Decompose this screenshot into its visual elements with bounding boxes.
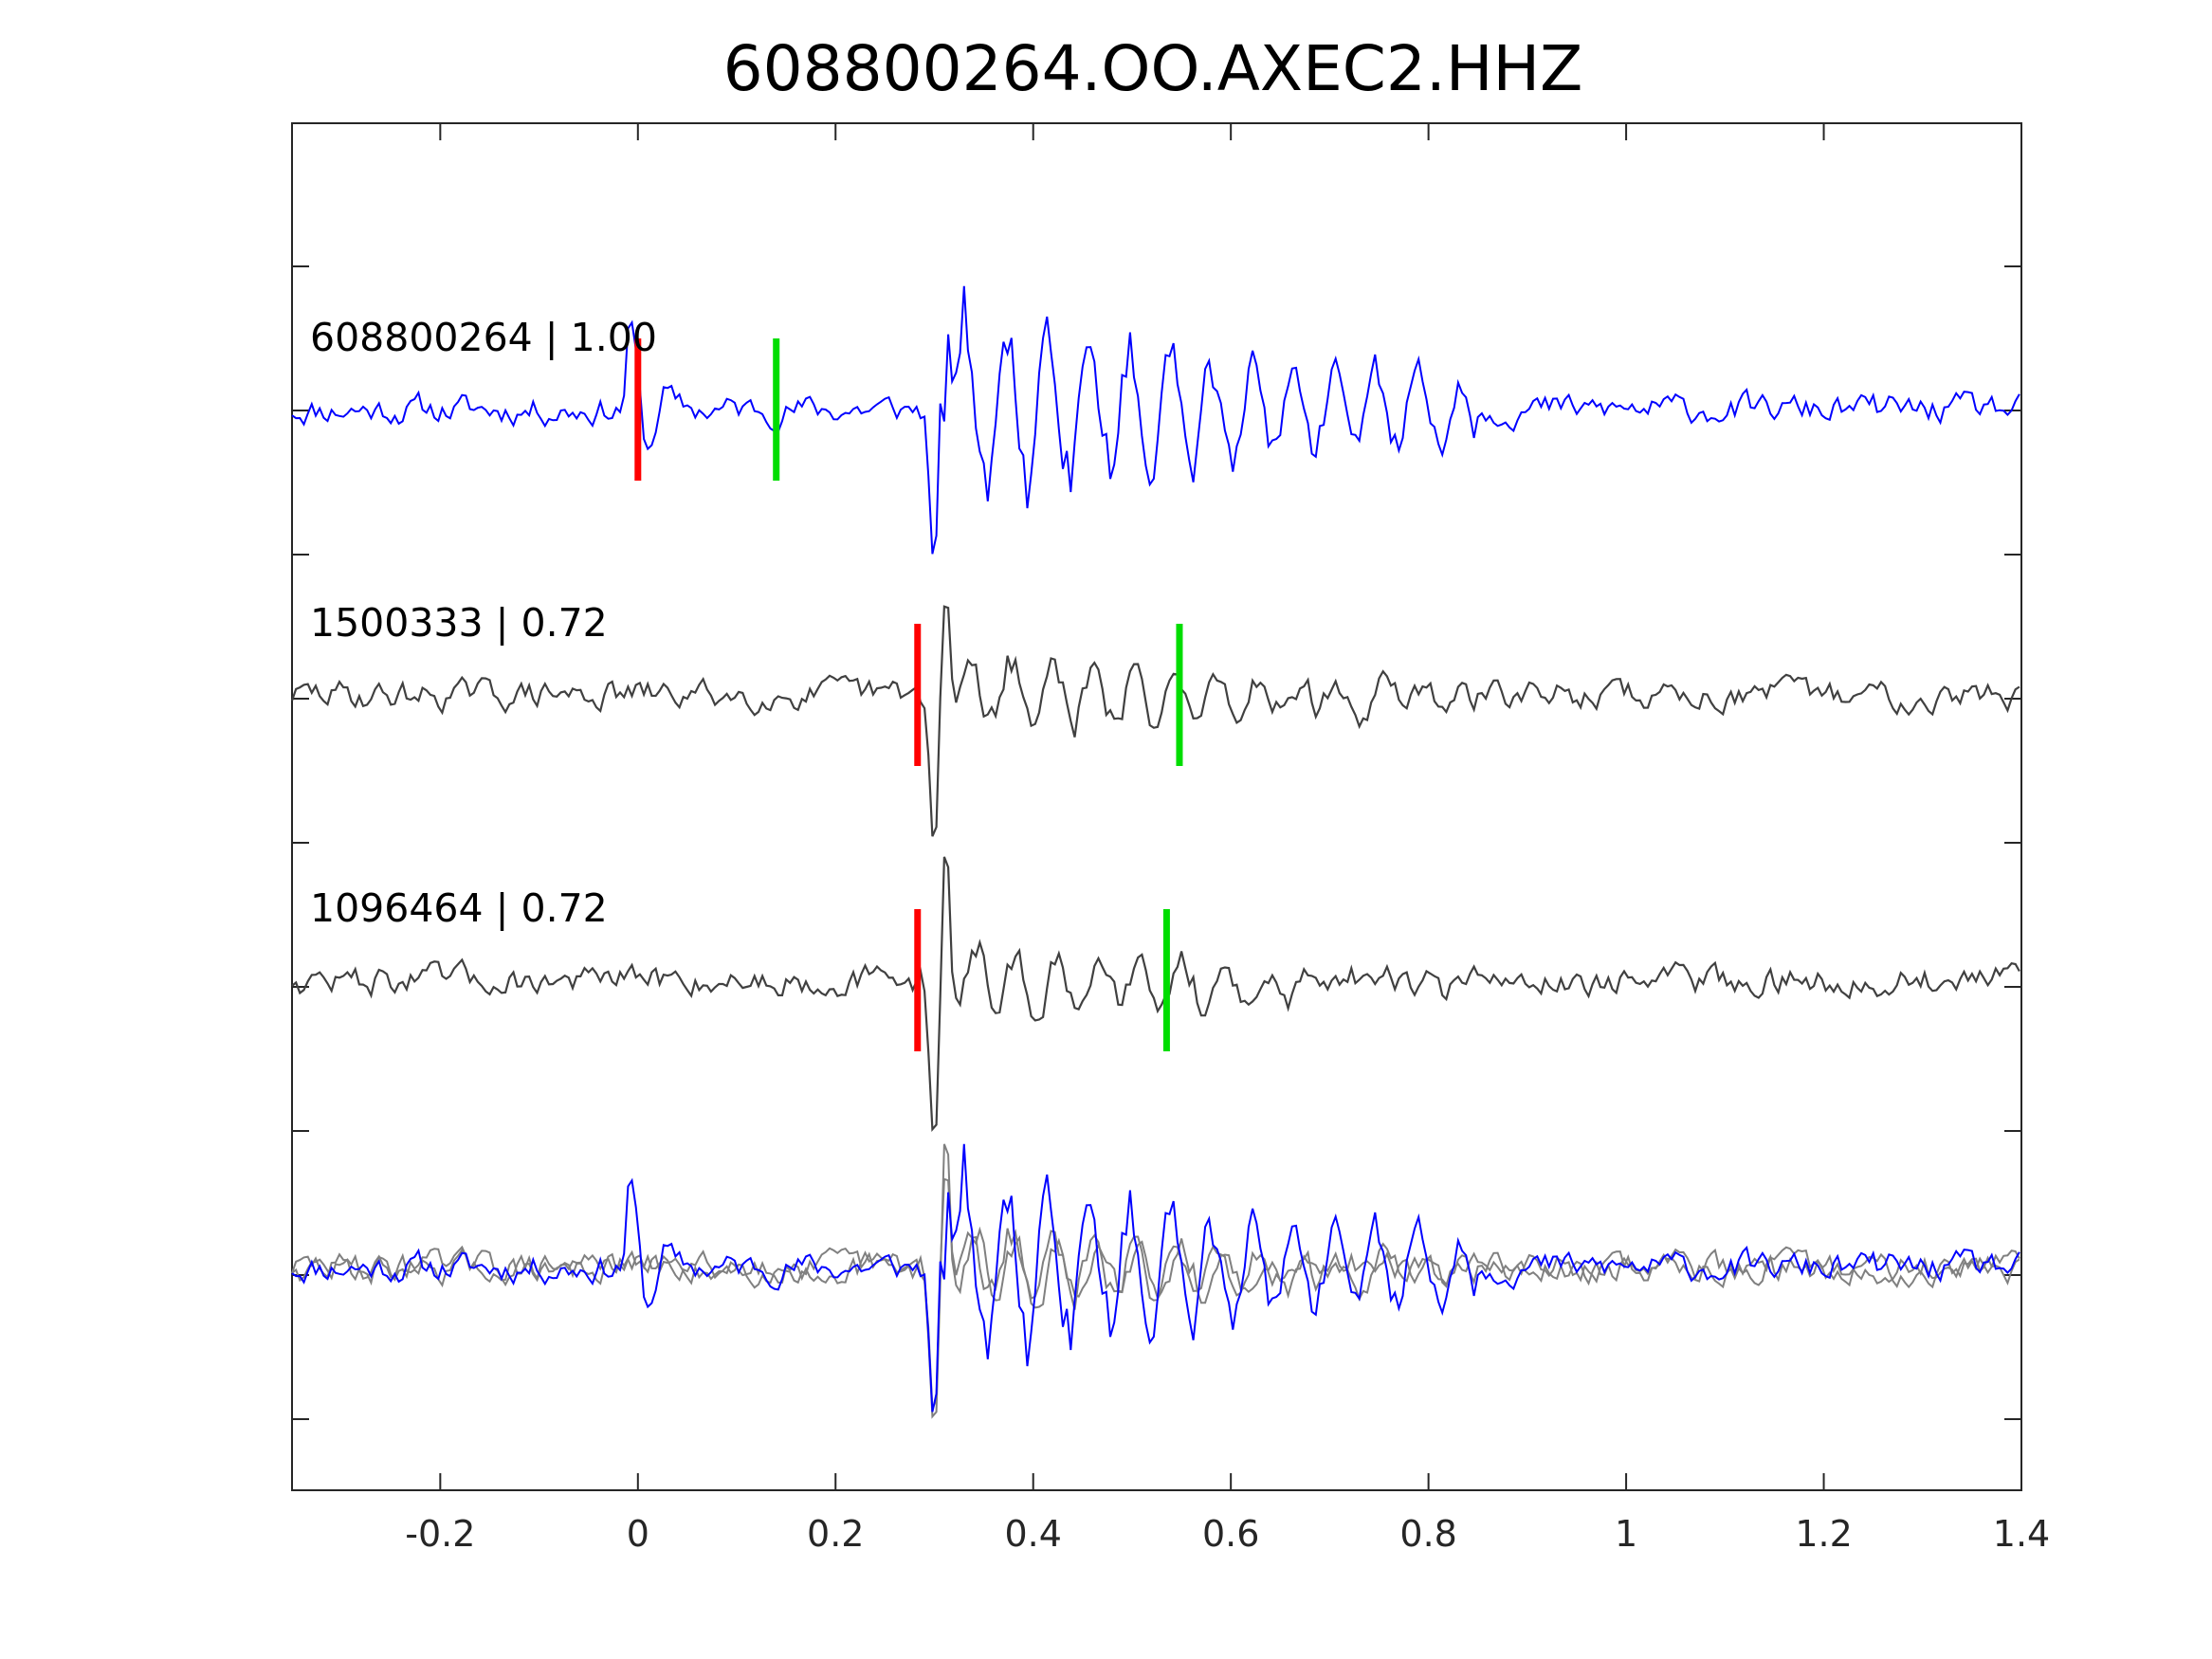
x-tick-label: 0 <box>627 1513 649 1555</box>
x-tick-label: 1 <box>1615 1513 1637 1555</box>
axes-box <box>291 122 2022 1491</box>
plot-axes: -0.2 0 0.2 0.4 0.6 0.8 1 1.2 1.4 <box>291 122 2050 1555</box>
trace-labels: 608800264 | 1.00 1500333 | 0.72 1096464 | … <box>310 315 657 931</box>
x-tick-label: 0.2 <box>807 1513 864 1555</box>
stack-trace-1500333 <box>291 1177 2020 1410</box>
trace-608800264 <box>291 285 2020 555</box>
chart-title: 608800264.OO.AXEC2.HHZ <box>723 32 1583 105</box>
stack-trace-608800264 <box>291 1143 2020 1413</box>
trace-label-1096464: 1096464 | 0.72 <box>310 885 608 931</box>
plot-area <box>290 285 2020 1419</box>
x-tick-label: 0.6 <box>1202 1513 1259 1555</box>
x-tick-label: 1.4 <box>1993 1513 2050 1555</box>
trace-label-608800264: 608800264 | 1.00 <box>310 315 657 360</box>
trace-label-1500333: 1500333 | 0.72 <box>310 600 608 646</box>
trace-1500333 <box>290 605 2020 837</box>
x-tick-label: 0.8 <box>1399 1513 1456 1555</box>
x-tick-label: 1.2 <box>1795 1513 1852 1555</box>
stack-trace-1096464 <box>291 1143 2020 1419</box>
x-tick-label: 0.4 <box>1004 1513 1061 1555</box>
trace-1096464 <box>291 856 2020 1132</box>
x-tick-label: -0.2 <box>405 1513 475 1555</box>
